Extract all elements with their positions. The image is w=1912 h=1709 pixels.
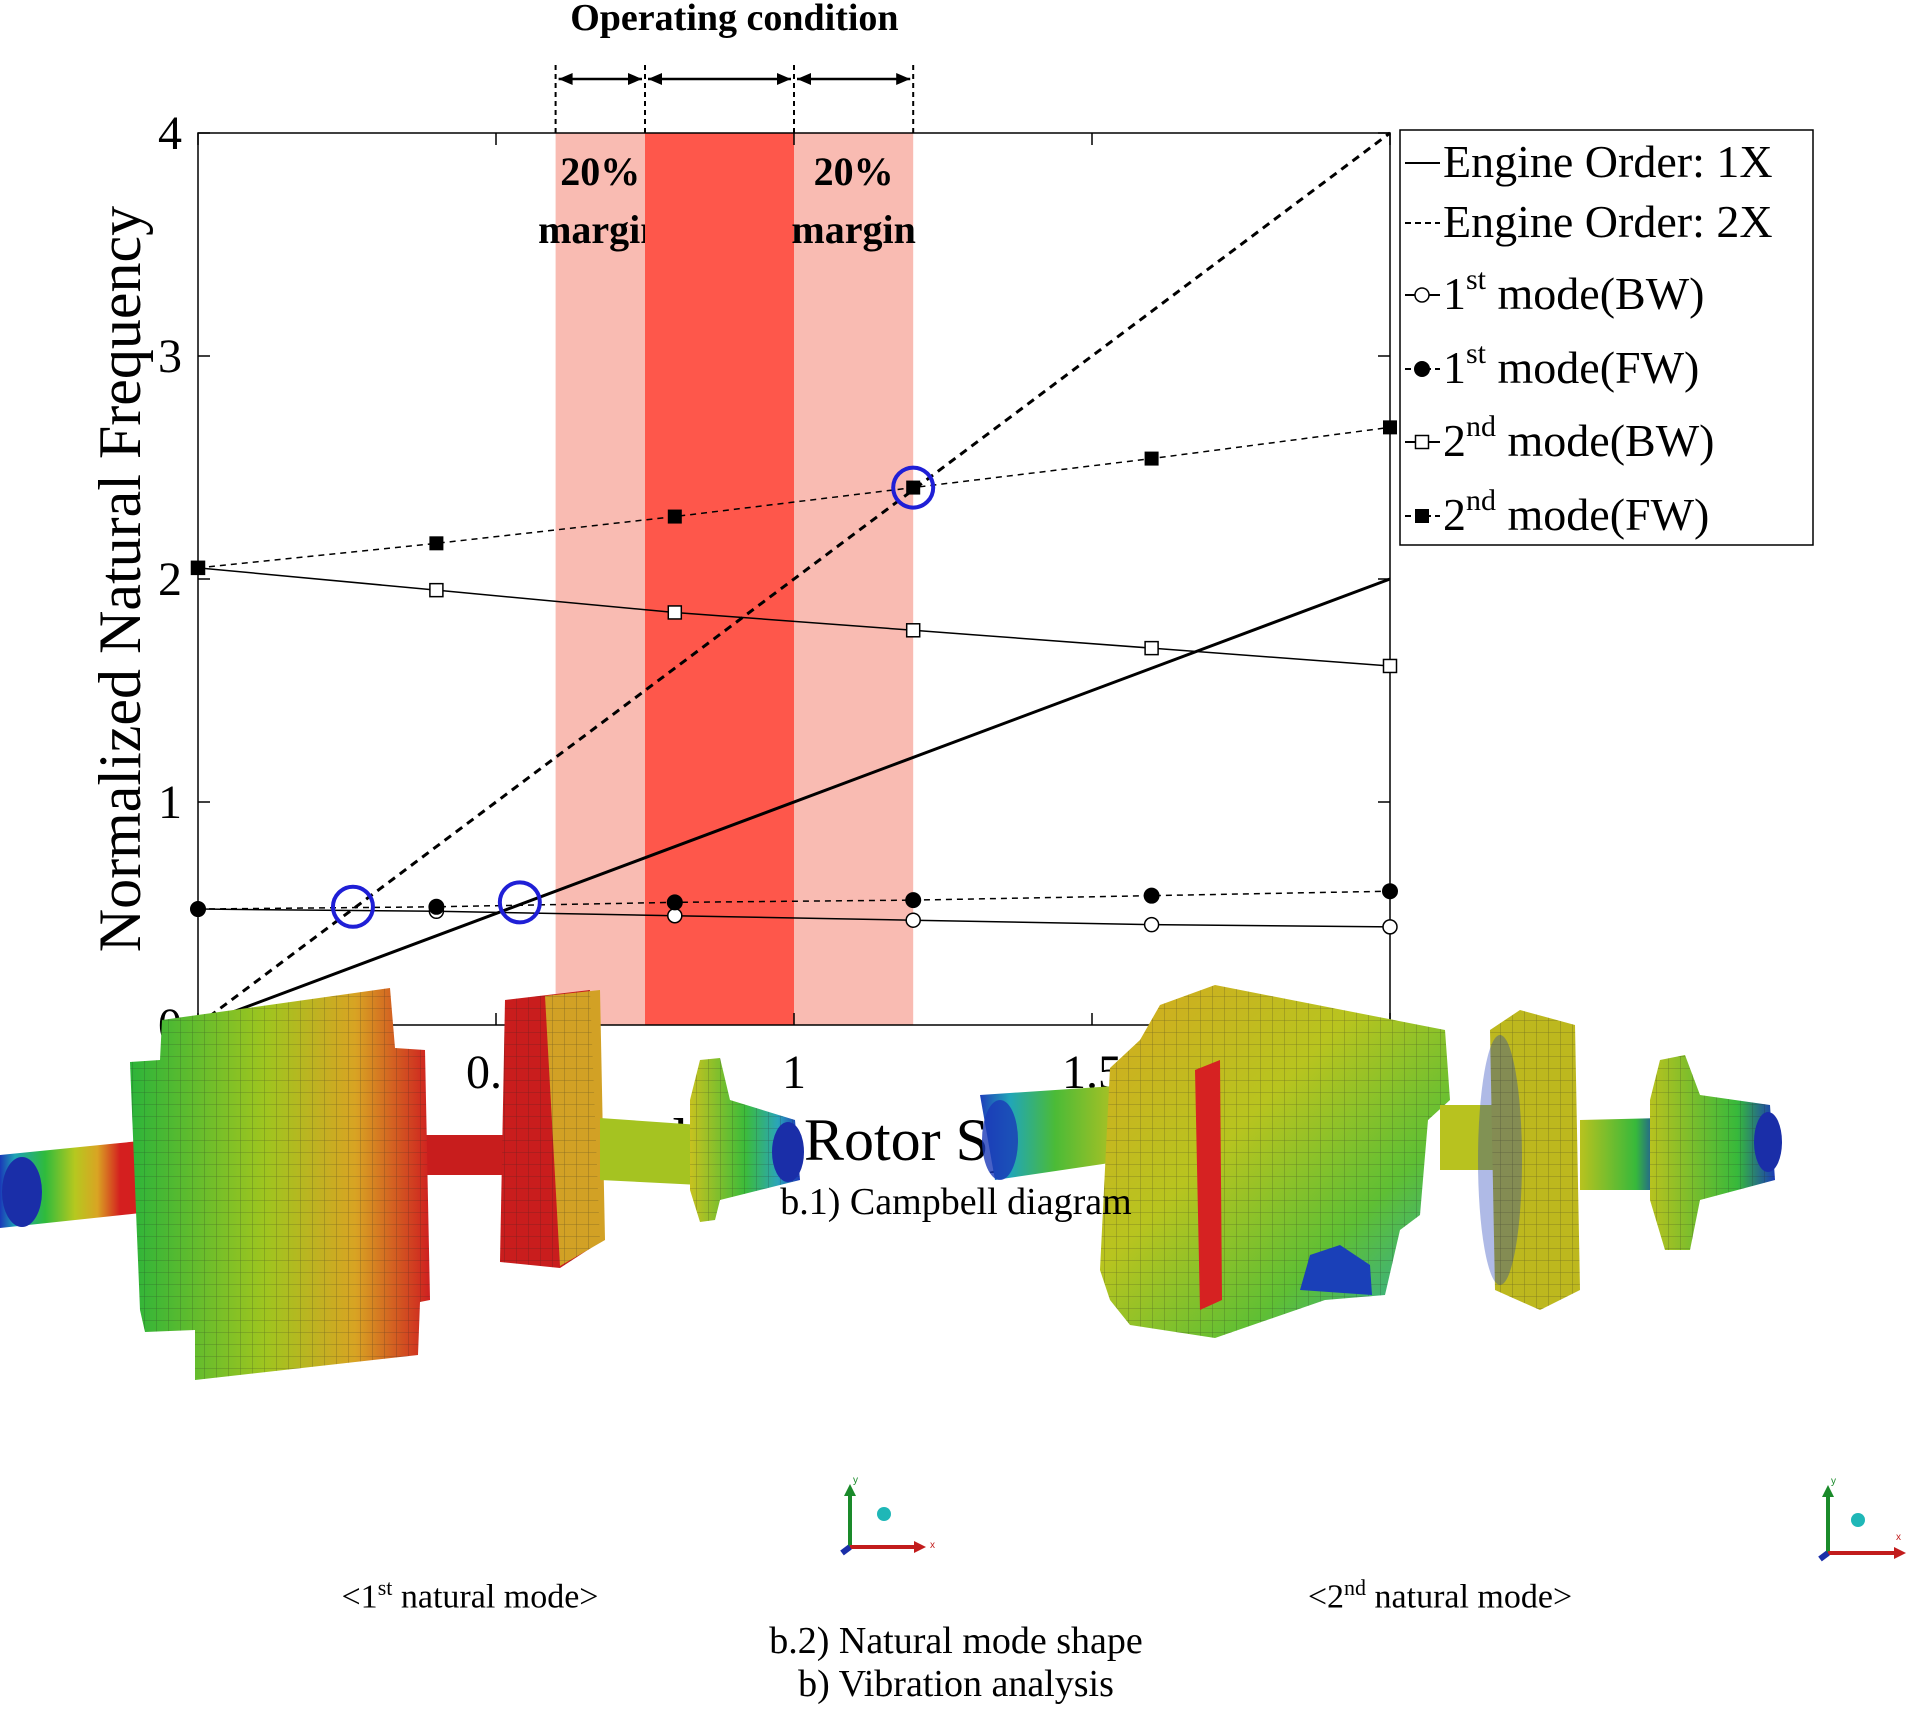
- chart-caption: b.1) Campbell diagram: [780, 1181, 1132, 1223]
- band-2: [794, 133, 914, 1025]
- legend-label-0: Engine Order: 1X: [1443, 136, 1773, 187]
- series-4-point-4: [1144, 640, 1159, 656]
- legend-marker-2: [1414, 287, 1430, 303]
- band-1: [645, 133, 794, 1025]
- y-tick-label-3: 3: [158, 330, 182, 383]
- critical-speed-circle-2: [891, 465, 936, 510]
- mode1-label: <1st natural mode>: [250, 1575, 690, 1616]
- axis-triad-2: x y: [1818, 1476, 1906, 1562]
- axis-triad-1: x y: [840, 1475, 935, 1556]
- critical-speed-circle-0: [330, 884, 375, 929]
- series-5-point-3: [906, 480, 921, 495]
- arrow-head-left-1: [648, 73, 662, 85]
- mode2-label-post: natural mode>: [1366, 1578, 1573, 1616]
- series-4-point-1: [429, 582, 444, 598]
- legend-marker-5: [1415, 509, 1429, 523]
- series-3-point-0: [190, 901, 206, 918]
- legend-label-5: 2nd mode(FW): [1443, 484, 1709, 540]
- arrow-head-right-1: [777, 73, 791, 85]
- series-4-point-2: [667, 605, 683, 620]
- triad-y-label-2: y: [1831, 1476, 1836, 1487]
- mode2-label: <2nd natural mode>: [1220, 1575, 1660, 1616]
- band-0: [555, 133, 645, 1025]
- mode1-label-pre: <1: [341, 1578, 378, 1616]
- series-4-point-3: [905, 623, 921, 638]
- operating-condition-header: Operating condition: [570, 0, 898, 39]
- arrow-head-left-2: [797, 73, 811, 85]
- overall-caption: b) Vibration analysis: [798, 1663, 1114, 1705]
- y-axis-label: Normalized Natural Frequency: [87, 206, 153, 952]
- first-mode-rotor: [0, 988, 804, 1380]
- shape-caption: b.2) Natural mode shape: [769, 1620, 1143, 1662]
- series-line-4: [197, 567, 1391, 667]
- mode2-label-pre: <2: [1307, 1578, 1345, 1616]
- x-tick-label-2: 1: [782, 1046, 806, 1099]
- series-3-point-4: [1143, 887, 1160, 904]
- y-tick-label-1: 1: [158, 776, 182, 829]
- y-tick-label-2: 2: [158, 553, 182, 606]
- series-2-point-5: [1382, 919, 1398, 935]
- series-line-1: [197, 131, 1391, 1027]
- series-5-point-1: [429, 536, 444, 551]
- series-2-point-3: [905, 912, 921, 928]
- second-mode-rotor: [980, 985, 1782, 1338]
- band-label-top-0: 20%: [560, 149, 640, 194]
- critical-speed-circle-1: [497, 880, 542, 925]
- series-line-5: [197, 426, 1391, 569]
- band-label-top-2: 20%: [814, 149, 894, 194]
- mode1-label-post: natural mode>: [392, 1578, 599, 1616]
- series-2-point-4: [1143, 916, 1160, 933]
- mode2-label-sup: nd: [1344, 1575, 1367, 1600]
- band-label-bottom-2: margin: [791, 207, 915, 252]
- legend-marker-4: [1414, 434, 1430, 450]
- series-line-0: [197, 577, 1391, 1027]
- series-3-point-1: [428, 898, 445, 915]
- series-5-point-0: [191, 560, 205, 575]
- legend-label-4: 2nd mode(BW): [1443, 410, 1714, 466]
- band-label-bottom-0: margin: [538, 207, 662, 252]
- triad-x-label-1: x: [930, 1540, 935, 1551]
- y-tick-label-4: 4: [158, 107, 182, 160]
- series-5-point-2: [667, 509, 682, 524]
- arrow-head-left-0: [558, 73, 573, 85]
- arrow-head-right-2: [896, 73, 911, 85]
- legend-box: [1399, 129, 1814, 546]
- series-4-point-5: [1382, 658, 1398, 674]
- legend-label-3: 1st mode(FW): [1443, 337, 1699, 393]
- series-line-2: [197, 908, 1391, 928]
- legend-marker-3: [1414, 361, 1430, 377]
- series-3-point-5: [1382, 883, 1398, 900]
- arrow-head-right-0: [628, 73, 642, 85]
- series-line-3: [197, 890, 1391, 910]
- series-3-point-3: [905, 892, 922, 909]
- mode1-label-sup: st: [377, 1575, 393, 1600]
- series-5-point-5: [1383, 420, 1397, 435]
- triad-x-label-2: x: [1896, 1532, 1901, 1543]
- series-5-point-4: [1144, 451, 1159, 466]
- legend-label-2: 1st mode(BW): [1443, 263, 1704, 319]
- legend-label-1: Engine Order: 2X: [1443, 196, 1773, 247]
- legend: Engine Order: 1X Engine Order: 2X 1st mode…: [1399, 129, 1814, 546]
- series-3-point-2: [666, 894, 683, 911]
- triad-y-label-1: y: [853, 1475, 858, 1486]
